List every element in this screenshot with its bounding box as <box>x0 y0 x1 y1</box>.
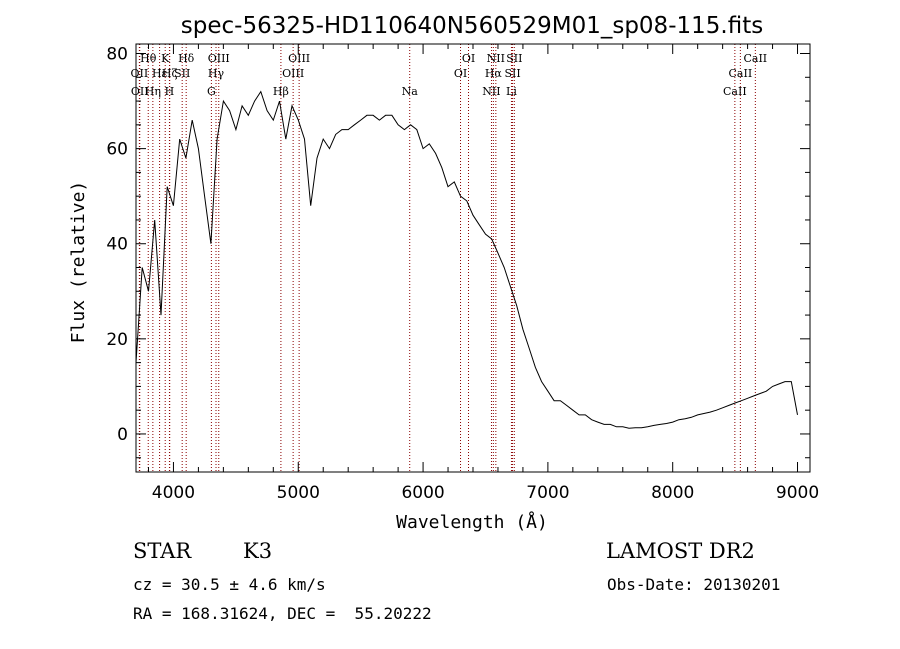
line-label: Hβ <box>273 85 289 98</box>
plot-frame <box>135 43 811 473</box>
spectrum-line <box>135 90 798 429</box>
line-label: Li <box>506 85 517 98</box>
x-tick-label: 4000 <box>152 483 195 503</box>
line-label: CaII <box>743 52 767 65</box>
object-subclass: K3 <box>243 539 273 563</box>
line-label: NII <box>482 85 500 98</box>
line-markers <box>138 44 756 472</box>
line-label: K <box>161 52 170 65</box>
line-label: Hδ <box>178 52 195 65</box>
line-label: Hζ <box>162 67 178 80</box>
y-tick-label: 40 <box>106 235 128 255</box>
line-label: NII <box>487 52 505 65</box>
y-tick-label: 0 <box>117 425 128 445</box>
line-label: CaII <box>729 67 753 80</box>
line-label: OII <box>131 85 149 98</box>
x-tick-label: 9000 <box>776 483 819 503</box>
survey-name: LAMOST DR2 <box>606 539 755 563</box>
line-label: G <box>207 85 216 98</box>
chart-title: spec-56325-HD110640N560529M01_sp08-115.f… <box>181 13 763 39</box>
x-tick-label: 5000 <box>277 483 320 503</box>
line-label: SII <box>174 67 190 80</box>
line-label: Hα <box>485 67 503 80</box>
y-tick-label: 20 <box>106 330 128 350</box>
x-tick-label: 7000 <box>526 483 569 503</box>
line-label: OIII <box>208 52 230 65</box>
x-axis: 4000 5000 6000 7000 8000 9000 <box>147 44 819 503</box>
x-axis-label: Wavelength (Å) <box>396 511 548 533</box>
y-tick-label: 80 <box>106 45 128 65</box>
line-label: Hγ <box>208 67 225 80</box>
line-label: OIII <box>282 67 304 80</box>
line-label: Hθ <box>140 52 157 65</box>
line-label: OIII <box>288 52 310 65</box>
line-label: Hε <box>152 67 168 80</box>
y-axis-label: Flux (relative) <box>68 181 89 344</box>
line-label: Na <box>402 85 419 98</box>
obs-date-text: Obs-Date: 20130201 <box>607 575 781 594</box>
line-label: SII <box>506 52 522 65</box>
line-label: CaII <box>723 85 747 98</box>
line-label: OI <box>462 52 475 65</box>
object-class: STAR <box>133 539 192 563</box>
x-tick-label: 6000 <box>401 483 444 503</box>
y-axis: 0 20 40 60 80 <box>106 45 810 459</box>
line-label: Hη <box>145 85 161 98</box>
line-label: OI <box>454 67 467 80</box>
line-label: OII <box>131 67 149 80</box>
line-label: H <box>165 85 175 98</box>
line-label: SII <box>504 67 520 80</box>
x-tick-label: 8000 <box>651 483 694 503</box>
redshift-text: cz = 30.5 ± 4.6 km/s <box>133 575 326 594</box>
y-tick-label: 60 <box>106 140 128 160</box>
coordinates-text: RA = 168.31624, DEC = 55.20222 <box>133 604 432 623</box>
